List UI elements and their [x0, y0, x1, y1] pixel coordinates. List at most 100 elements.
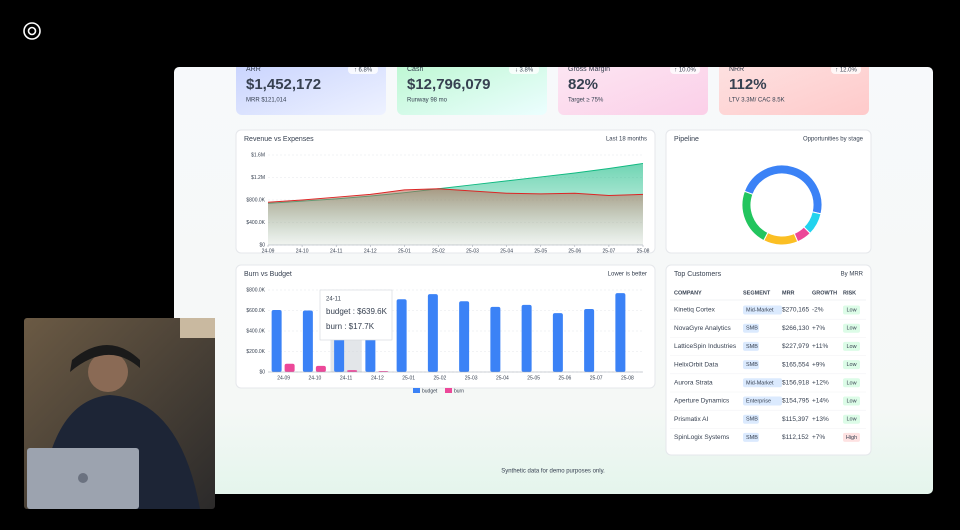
bar: [427, 294, 438, 372]
kpi-card: [558, 58, 708, 115]
company: Kinetiq Cortex: [674, 307, 716, 314]
x-tick-label: 24-11: [340, 375, 353, 381]
segment: Mid-Market: [746, 380, 774, 386]
kpi-delta-badge: [509, 65, 539, 74]
mrr: $115,397: [782, 416, 809, 423]
company: LatticeSpin Industries: [674, 343, 737, 350]
growth: +13%: [812, 416, 829, 423]
risk-badge: [843, 432, 860, 442]
company: SpinLogix Systems: [674, 434, 730, 441]
footer: Synthetic data for demo purposes only.: [501, 469, 605, 475]
company: Aurora Strata: [674, 380, 713, 387]
segment-badge: [743, 396, 782, 406]
logo: [23, 22, 41, 40]
y-tick-label: $200.0K: [246, 349, 265, 355]
panel-subtitle: Lower is better: [608, 272, 647, 278]
risk: Low: [846, 344, 856, 350]
kpi-delta-badge: [831, 65, 861, 74]
tooltip-line: burn : $17.7K: [326, 322, 375, 331]
risk-badge: [843, 323, 860, 333]
growth: -2%: [812, 307, 824, 314]
column-header: RISK: [843, 290, 856, 296]
kpi-label: Cash: [407, 66, 423, 73]
segment-badge: [743, 378, 782, 388]
segment-badge: [743, 360, 759, 370]
growth: +7%: [812, 434, 825, 441]
growth: +14%: [812, 398, 829, 405]
x-tick-label: 25-06: [568, 248, 581, 254]
top-mask: [174, 40, 933, 67]
y-tick-label: $600.0K: [246, 308, 265, 314]
bar: [396, 299, 407, 372]
bar: [302, 310, 313, 372]
kpi-delta: ↑ 6.8%: [354, 68, 373, 74]
kpi-label: NRR: [729, 66, 744, 73]
risk: Low: [846, 380, 856, 386]
mrr: $112,152: [782, 434, 809, 441]
x-tick-label: 25-05: [534, 248, 547, 254]
x-tick-label: 24-10: [308, 375, 321, 381]
mrr: $156,918: [782, 380, 809, 387]
kpi-sub: Target ≥ 75%: [568, 98, 604, 104]
pipeline-panel: [665, 129, 872, 254]
x-tick-label: 25-04: [496, 375, 509, 381]
panel-title: Top Customers: [674, 271, 722, 278]
panel-title: Revenue vs Expenses: [244, 136, 314, 143]
kpi-label: ARR: [246, 66, 261, 73]
bar: [552, 313, 563, 372]
column-header: SEGMENT: [743, 290, 771, 296]
segment: SMB: [746, 344, 758, 350]
bar: [459, 301, 470, 372]
risk: High: [846, 435, 857, 441]
kpi-value: $12,796,079: [407, 76, 490, 93]
y-tick-label: $400.0K: [246, 220, 265, 226]
x-tick-label: 24-12: [371, 375, 384, 381]
column-header: COMPANY: [674, 290, 702, 296]
x-tick-label: 25-03: [466, 248, 479, 254]
mrr: $154,795: [782, 398, 809, 405]
kpi-card: [397, 58, 547, 115]
kpi-sub: MRR $121,014: [246, 98, 287, 104]
kpi-delta: ↑ 12.0%: [835, 68, 857, 74]
y-tick-label: $1.2M: [251, 175, 265, 181]
column-header: GROWTH: [812, 290, 837, 296]
y-tick-label: $1.6M: [251, 152, 265, 158]
segment-badge: [743, 341, 759, 351]
bar: [347, 370, 358, 372]
y-tick-label: $400.0K: [246, 328, 265, 334]
risk-badge: [843, 378, 860, 388]
kpi-sub: LTV 3.3M/ CAC 8.5K: [729, 98, 785, 104]
risk: Low: [846, 417, 856, 423]
bar: [521, 304, 532, 372]
risk-badge: [843, 305, 860, 315]
segment-badge: [743, 305, 782, 315]
x-tick-label: 25-08: [621, 375, 634, 381]
bar: [584, 308, 595, 372]
kpi-row: ARR ↑ 6.8% $1,452,172 MRR $121,014 Cash ↓ 3.8…: [236, 58, 869, 115]
risk-badge: [843, 341, 860, 351]
x-tick-label: 25-02: [433, 375, 446, 381]
legend-label: budget: [422, 388, 438, 394]
mrr: $270,165: [782, 307, 809, 314]
segment: SMB: [746, 362, 758, 368]
x-tick-label: 25-02: [432, 248, 445, 254]
bar: [615, 293, 626, 372]
kpi-sub: Runway 98 mo: [407, 98, 448, 104]
tooltip-title: 24-11: [326, 297, 342, 303]
panel-subtitle: Opportunities by stage: [803, 137, 864, 143]
mrr: $165,554: [782, 361, 809, 368]
x-tick-label: 25-07: [603, 248, 616, 254]
legend-swatch: [445, 388, 452, 393]
x-tick-label: 25-04: [500, 248, 513, 254]
segment: SMB: [746, 326, 758, 332]
x-tick-label: 24-10: [296, 248, 309, 254]
segment-badge: [743, 432, 759, 442]
kpi-value: 112%: [729, 76, 767, 93]
risk-badge: [843, 414, 860, 424]
company: Prismatix AI: [674, 416, 709, 423]
segment-badge: [743, 323, 759, 333]
bar: [284, 363, 295, 372]
kpi-delta-badge: [348, 65, 378, 74]
growth: +12%: [812, 380, 829, 387]
company: HelixOrbit Data: [674, 361, 718, 368]
